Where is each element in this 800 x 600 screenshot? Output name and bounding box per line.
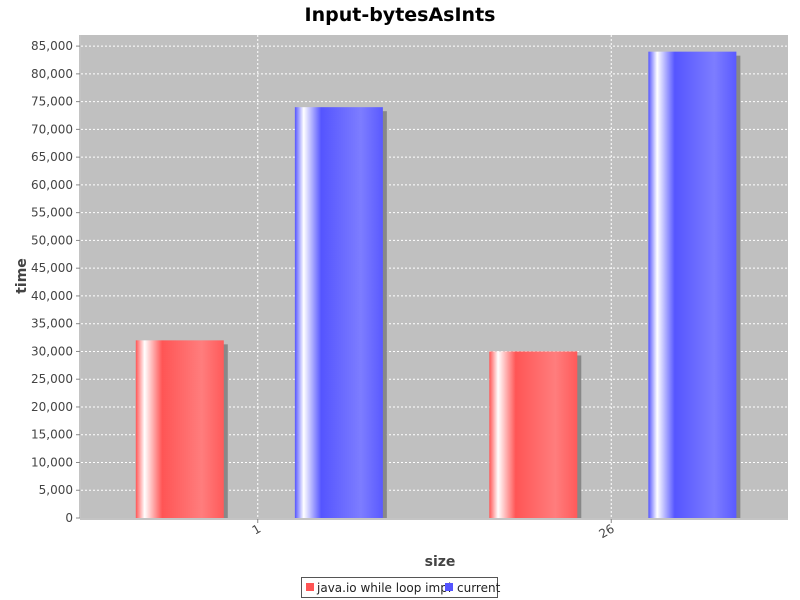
y-tick-label: 80,000 <box>31 67 73 81</box>
x-axis-ticks: 1 26 <box>250 519 617 541</box>
y-tick-label: 35,000 <box>31 317 73 331</box>
y-tick-label: 65,000 <box>31 150 73 164</box>
y-tick-label: 20,000 <box>31 400 73 414</box>
legend-swatch-java-io <box>306 583 314 591</box>
legend-box <box>301 577 498 598</box>
x-axis-label: size <box>425 554 456 570</box>
y-tick-label: 30,000 <box>31 344 73 358</box>
y-tick-label: 55,000 <box>31 206 73 220</box>
bar-current-26 <box>648 51 737 518</box>
y-tick-label: 75,000 <box>31 95 73 109</box>
y-tick-label: 70,000 <box>31 122 73 136</box>
y-tick-label: 15,000 <box>31 428 73 442</box>
y-axis-label: time <box>14 258 30 294</box>
x-tick-label: 1 <box>250 521 264 537</box>
y-tick-label: 0 <box>65 511 73 525</box>
y-tick-label: 85,000 <box>31 39 73 53</box>
y-tick-label: 60,000 <box>31 178 73 192</box>
bars <box>135 51 737 518</box>
chart-title: Input-bytesAsInts <box>305 4 496 26</box>
bar-java-io-26 <box>489 351 578 518</box>
y-tick-label: 10,000 <box>31 455 73 469</box>
legend-label-java-io: java.io while loop impl <box>316 581 451 595</box>
legend: java.io while loop impl current <box>301 577 501 598</box>
y-tick-label: 5,000 <box>39 483 73 497</box>
y-tick-label: 45,000 <box>31 261 73 275</box>
legend-swatch-current <box>445 583 453 591</box>
x-tick-label: 26 <box>597 521 617 541</box>
y-axis-ticks: 0 5,000 10,000 15,000 20,000 25,000 30,000 35,0… <box>31 39 80 525</box>
legend-label-current: current <box>457 581 501 595</box>
y-tick-label: 25,000 <box>31 372 73 386</box>
y-tick-label: 50,000 <box>31 233 73 247</box>
bar-current-1 <box>294 107 383 518</box>
y-tick-label: 40,000 <box>31 289 73 303</box>
bar-java-io-1 <box>135 340 224 518</box>
